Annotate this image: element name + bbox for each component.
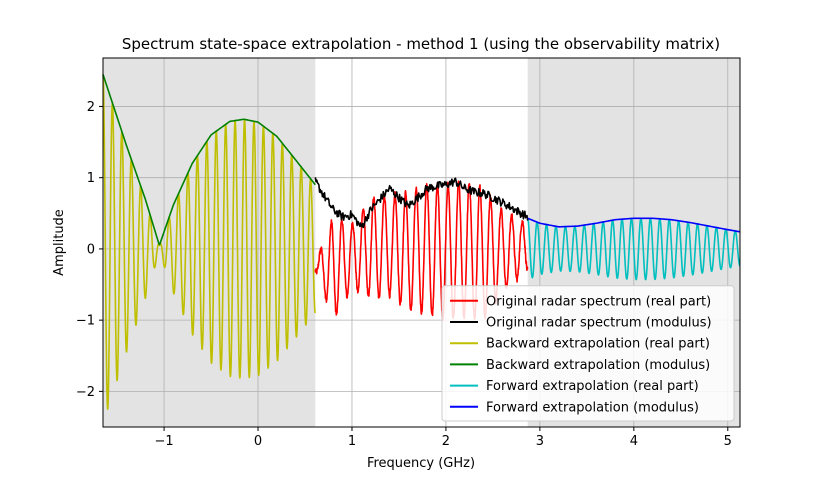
legend-label: Forward extrapolation (modulus) — [486, 400, 699, 415]
x-tick-label: 2 — [442, 434, 450, 449]
series-line-original-radar-spectrum-real-part — [314, 180, 529, 322]
series-line-forward-extrapolation-modulus — [527, 217, 741, 233]
axis-ticks: −1 0 1 2 3 4 5 −2 −1 0 1 2 — [76, 100, 732, 449]
x-axis-label: Frequency (GHz) — [367, 456, 475, 471]
plot-frame — [102, 57, 741, 428]
x-tick-label: 0 — [254, 434, 262, 449]
series-line-backward-extrapolation-real-part — [102, 74, 317, 410]
series-line-forward-extrapolation-real-part — [526, 217, 741, 281]
legend-box — [441, 285, 735, 422]
legend-label: Original radar spectrum (modulus) — [486, 316, 712, 331]
data-series — [102, 74, 741, 410]
legend-label: Backward extrapolation (modulus) — [486, 358, 710, 373]
legend-label: Original radar spectrum (real part) — [486, 294, 711, 309]
x-tick-label: −1 — [154, 434, 173, 449]
y-tick-label: −2 — [76, 385, 95, 400]
x-tick-label: 5 — [724, 434, 732, 449]
legend-label: Forward extrapolation (real part) — [486, 379, 699, 394]
y-axis-label: Amplitude — [52, 209, 67, 276]
x-tick-label: 1 — [348, 434, 356, 449]
y-tick-label: −1 — [76, 314, 95, 329]
series-line-original-radar-spectrum-modulus — [314, 177, 529, 229]
legend-label: Backward extrapolation (real part) — [486, 337, 710, 352]
x-tick-label: 4 — [630, 434, 638, 449]
x-tick-label: 3 — [536, 434, 544, 449]
y-tick-label: 1 — [87, 171, 95, 186]
chart-title: Spectrum state-space extrapolation - met… — [122, 35, 720, 53]
series-line-backward-extrapolation-modulus — [102, 74, 316, 246]
y-tick-label: 0 — [87, 242, 95, 257]
legend: Original radar spectrum (real part) Origi… — [441, 285, 735, 422]
y-tick-label: 2 — [87, 100, 95, 115]
